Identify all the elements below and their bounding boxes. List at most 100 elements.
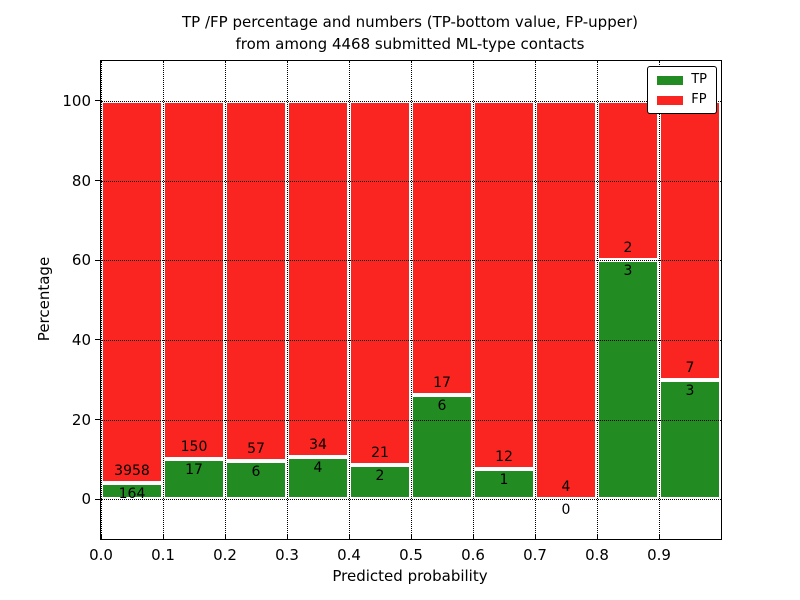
y-tick-label: 80 (71, 171, 91, 190)
fp-count-label: 17 (433, 375, 451, 392)
bar-segment-tp (473, 468, 535, 500)
y-tick (95, 100, 101, 102)
x-tick-label: 0.7 (523, 546, 547, 564)
tp-count-label: 1 (499, 471, 509, 488)
x-tick-label: 0.4 (337, 546, 361, 564)
x-axis-label: Predicted probability (332, 567, 488, 585)
y-tick-label: 40 (71, 330, 91, 349)
tp-count-label: 3 (623, 263, 633, 280)
fp-count-label: 150 (180, 438, 208, 455)
x-tick (534, 534, 536, 539)
gridline-vertical (225, 61, 226, 539)
bar-segment-fp (225, 100, 287, 462)
x-tick-label: 0.1 (151, 546, 175, 564)
x-tick-label: 0.3 (275, 546, 299, 564)
gridline-vertical (101, 61, 102, 539)
tp-count-label: 3 (685, 382, 695, 399)
y-tick (95, 339, 101, 341)
fp-swatch-icon (657, 95, 684, 105)
x-tick (472, 534, 474, 539)
tp-count-label: 17 (185, 461, 203, 478)
gridline-horizontal (101, 260, 721, 262)
x-tick-label: 0.8 (585, 546, 609, 564)
x-tick (162, 534, 164, 539)
gridline-horizontal (101, 499, 721, 501)
gridline-vertical (411, 61, 412, 539)
gridline-horizontal (101, 180, 721, 182)
gridline-vertical (349, 61, 350, 539)
fp-count-label: 2 (623, 240, 633, 257)
bar-segment-tp (659, 379, 721, 500)
x-tick (100, 534, 102, 539)
tp-count-label: 2 (375, 467, 385, 484)
bar-segment-fp (597, 100, 659, 261)
bar-segment-tp (349, 464, 411, 500)
fp-count-label: 4 (561, 479, 571, 496)
gridline-horizontal (101, 100, 721, 102)
legend-item-fp: FP (657, 93, 707, 107)
fp-count-label: 34 (309, 437, 327, 454)
x-tick (224, 534, 226, 539)
bar-segment-fp (411, 100, 473, 396)
y-tick (95, 259, 101, 261)
y-tick (95, 419, 101, 420)
gridline-horizontal (101, 419, 721, 421)
bar-segment-fp (535, 100, 597, 500)
y-tick-label: 100 (62, 91, 91, 110)
tp-count-label: 0 (561, 502, 571, 519)
x-tick (658, 534, 660, 539)
x-tick (286, 534, 288, 539)
y-tick (95, 498, 101, 500)
bar-segment-fp (163, 100, 225, 459)
chart-title: TP /FP percentage and numbers (TP-bottom… (100, 11, 720, 55)
tp-swatch-icon (657, 75, 684, 85)
fp-count-label: 21 (371, 444, 389, 461)
fp-count-label: 7 (685, 359, 695, 376)
fp-count-label: 57 (247, 441, 265, 458)
x-tick (596, 534, 598, 539)
bar-segment-fp (659, 100, 721, 380)
tp-count-label: 164 (118, 486, 146, 503)
fp-count-label: 3958 (114, 463, 150, 480)
gridline-vertical (659, 61, 660, 539)
tp-count-label: 6 (251, 464, 261, 481)
legend-label-fp: FP (691, 92, 707, 107)
x-tick-label: 0.6 (461, 546, 485, 564)
y-tick-label: 0 (81, 490, 91, 509)
legend-item-tp: TP (657, 73, 707, 87)
x-tick-label: 0.0 (89, 546, 113, 564)
gridline-vertical (287, 61, 288, 539)
x-tick (348, 534, 350, 539)
gridline-vertical (473, 61, 474, 539)
x-tick-label: 0.2 (213, 546, 237, 564)
y-tick-label: 60 (71, 251, 91, 270)
legend: TP FP (647, 66, 717, 114)
fp-count-label: 12 (495, 448, 513, 465)
x-tick-label: 0.5 (399, 546, 423, 564)
gridline-vertical (535, 61, 536, 539)
y-tick-label: 20 (71, 410, 91, 429)
bar-segment-fp (349, 100, 411, 465)
plot-area: 3958 164 150 17 57 6 34 4 21 2 17 6 12 1 4 0 2 3 7 3 0.0 0.1 0… (62, 60, 722, 564)
bar-segment-tp (101, 483, 163, 500)
y-axis-label: Percentage (35, 256, 53, 342)
bar-segment-fp (101, 100, 163, 484)
gridline-vertical (597, 61, 598, 539)
bar-segment-tp (287, 457, 349, 500)
x-tick (410, 534, 412, 539)
bar-segment-tp (225, 461, 287, 500)
chart-title-line2: from among 4468 submitted ML-type contac… (235, 35, 585, 53)
bar-segment-tp (411, 395, 473, 500)
bar-segment-tp (163, 458, 225, 500)
bar-segment-fp (473, 100, 535, 469)
bar-segment-fp (287, 100, 349, 458)
y-tick (95, 180, 101, 181)
tp-count-label: 4 (313, 460, 323, 477)
bar-segment-tp (597, 260, 659, 500)
x-tick-label: 0.9 (647, 546, 671, 564)
chart-title-line1: TP /FP percentage and numbers (TP-bottom… (182, 13, 638, 31)
gridline-vertical (163, 61, 164, 539)
tp-count-label: 6 (437, 398, 447, 415)
legend-label-tp: TP (691, 72, 707, 87)
